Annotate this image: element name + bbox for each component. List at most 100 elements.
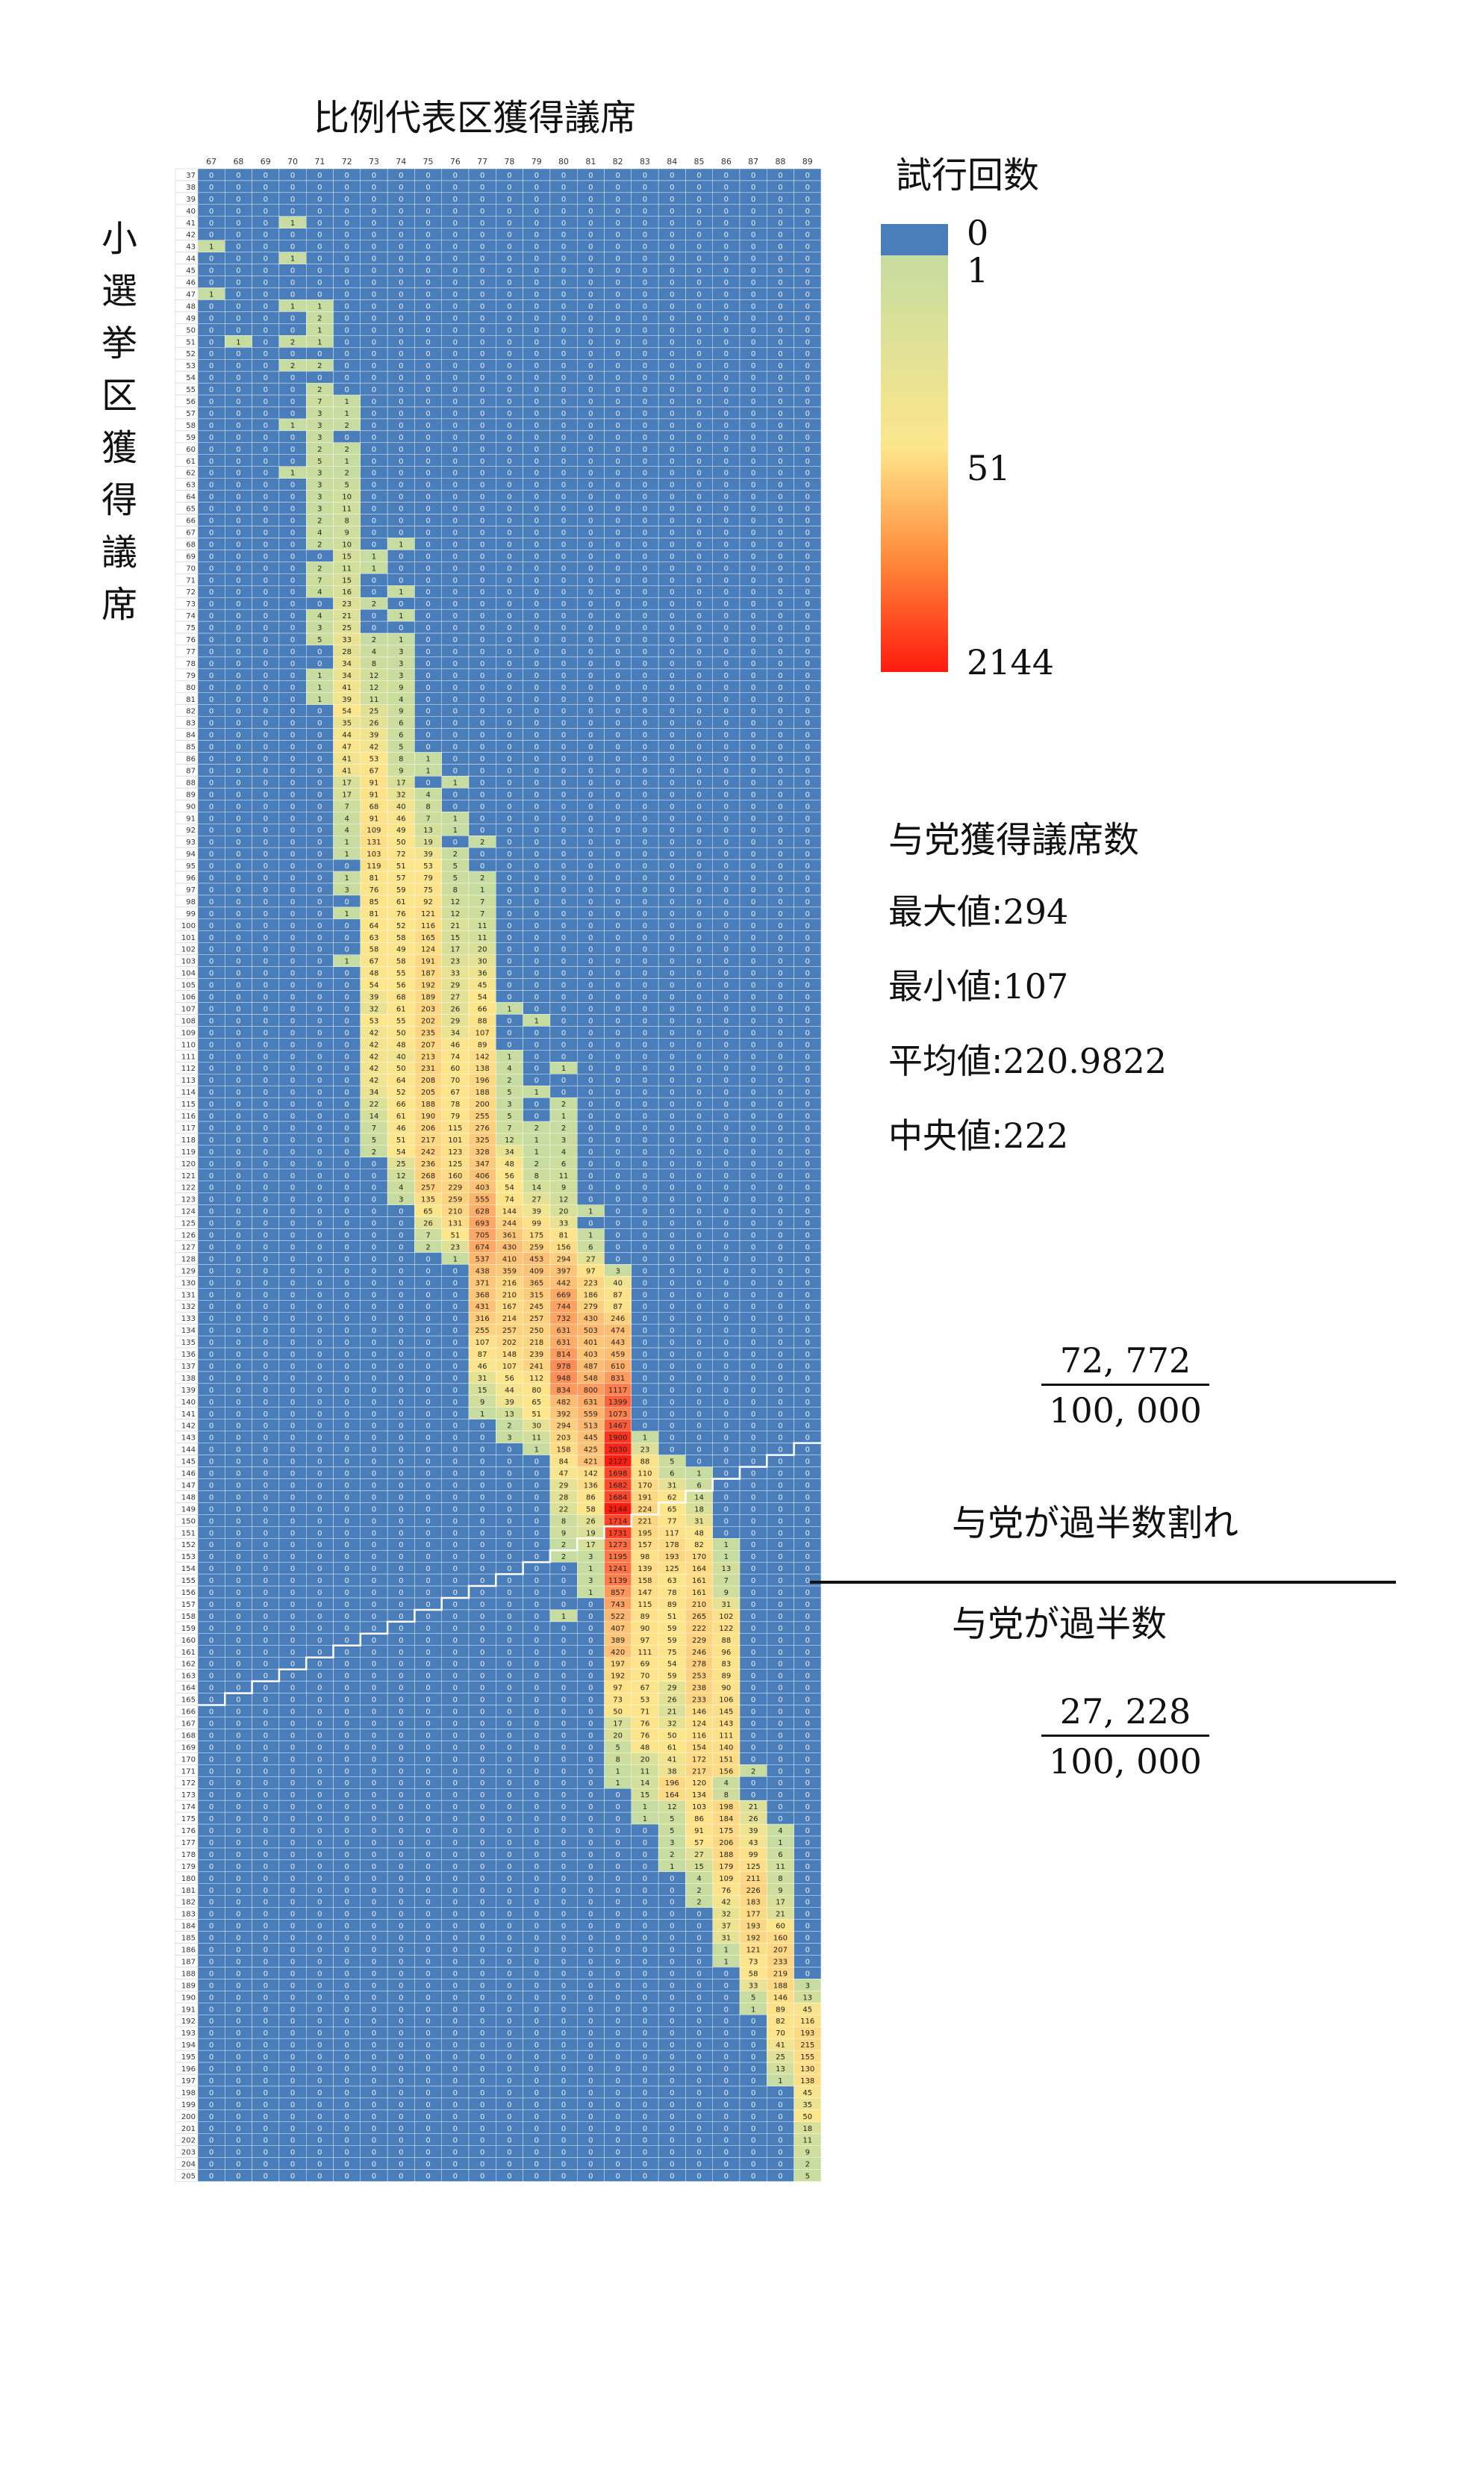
cell-value: 0 <box>670 660 674 668</box>
cell-value: 0 <box>453 553 458 561</box>
cell-value: 0 <box>805 1172 810 1180</box>
cell-value: 0 <box>290 815 295 823</box>
cell-value: 0 <box>696 1208 701 1216</box>
y-tick-label: 84 <box>186 732 196 740</box>
cell-value: 0 <box>805 886 810 895</box>
cell-value: 0 <box>643 255 647 264</box>
cell-value: 0 <box>236 1327 240 1335</box>
cell-value: 0 <box>670 410 674 418</box>
cell-value: 0 <box>317 1303 322 1311</box>
cell-value: 0 <box>453 708 458 716</box>
cell-value: 0 <box>805 506 810 514</box>
cell-value: 0 <box>317 208 322 216</box>
cell-value: 0 <box>805 1089 810 1097</box>
cell-value: 0 <box>751 208 755 216</box>
cell-value: 0 <box>588 708 593 716</box>
cell-value: 0 <box>588 326 593 335</box>
cell-value: 0 <box>453 410 458 418</box>
cell-value: 430 <box>502 1243 517 1251</box>
cell-value: 0 <box>778 910 782 918</box>
cell-value: 0 <box>399 208 403 216</box>
cell-value: 0 <box>696 541 701 549</box>
cell-value: 0 <box>480 231 484 240</box>
x-tick-label: 72 <box>342 157 352 167</box>
cell-value: 0 <box>399 1375 403 1383</box>
cell-value: 0 <box>317 350 322 358</box>
cell-value: 0 <box>778 243 782 252</box>
cell-value: 0 <box>696 1041 701 1049</box>
cell-value: 0 <box>236 434 240 442</box>
cell-value: 11 <box>478 934 487 942</box>
cell-value: 0 <box>209 958 213 966</box>
cell-value: 0 <box>724 529 729 537</box>
cell-value: 0 <box>615 1184 620 1192</box>
cell-value: 0 <box>480 720 484 728</box>
cell-value: 0 <box>534 422 539 430</box>
cell-value: 610 <box>611 1363 625 1371</box>
cell-value: 0 <box>751 839 755 847</box>
cell-value: 0 <box>480 600 484 609</box>
cell-value: 0 <box>724 791 729 799</box>
cell-value: 0 <box>751 350 755 358</box>
cell-value: 0 <box>264 1089 268 1097</box>
cell-value: 0 <box>534 648 539 656</box>
cell-value: 0 <box>696 815 701 823</box>
cell-value: 97 <box>586 1267 596 1275</box>
cell-value: 0 <box>480 529 484 537</box>
y-tick-label: 108 <box>181 1017 196 1025</box>
cell-value: 32 <box>370 1005 379 1013</box>
cell-value: 0 <box>344 1339 349 1347</box>
cell-value: 0 <box>480 660 484 668</box>
cell-value: 34 <box>450 1029 460 1037</box>
cell-value: 0 <box>290 886 295 895</box>
cell-value: 0 <box>399 446 403 454</box>
cell-value: 0 <box>615 576 620 585</box>
cell-value: 2 <box>453 850 458 859</box>
cell-value: 0 <box>751 1315 755 1323</box>
cell-value: 0 <box>588 1065 593 1073</box>
cell-value: 0 <box>453 470 458 478</box>
cell-value: 0 <box>696 255 701 264</box>
cell-value: 0 <box>670 434 674 442</box>
cell-value: 0 <box>805 290 810 299</box>
cell-value: 0 <box>805 1208 810 1216</box>
cell-value: 0 <box>778 874 782 883</box>
cell-value: 54 <box>370 982 379 990</box>
cell-value: 0 <box>805 874 810 883</box>
cell-value: 54 <box>342 708 352 716</box>
cell-value: 0 <box>805 839 810 847</box>
cell-value: 0 <box>372 1184 376 1192</box>
cell-value: 0 <box>290 446 295 454</box>
cell-value: 0 <box>425 672 430 680</box>
cell-value: 1 <box>399 636 403 644</box>
cell-value: 0 <box>425 302 430 311</box>
cell-value: 0 <box>372 446 376 454</box>
cell-value: 0 <box>507 660 511 668</box>
cell-value: 0 <box>561 1089 566 1097</box>
cell-value: 0 <box>696 196 701 204</box>
cell-value: 0 <box>588 660 593 668</box>
cell-value: 0 <box>344 1029 349 1037</box>
cell-value: 0 <box>317 958 322 966</box>
cell-value: 0 <box>344 1005 349 1013</box>
cell-value: 0 <box>615 720 620 728</box>
y-tick-label: 63 <box>186 482 196 490</box>
cell-value: 0 <box>209 1267 213 1275</box>
cell-value: 0 <box>209 314 213 323</box>
cell-value: 15 <box>450 934 460 942</box>
cell-value: 0 <box>264 720 268 728</box>
cell-value: 103 <box>367 850 381 859</box>
cell-value: 0 <box>399 1232 403 1240</box>
cell-value: 0 <box>264 1327 268 1335</box>
cell-value: 0 <box>209 815 213 823</box>
cell-value: 6 <box>588 1243 593 1251</box>
cell-value: 0 <box>317 994 322 1002</box>
y-tick-label: 111 <box>181 1053 196 1061</box>
cell-value: 0 <box>643 1255 647 1263</box>
cell-value: 0 <box>805 1327 810 1335</box>
cell-value: 0 <box>724 243 729 252</box>
cell-value: 0 <box>453 1351 458 1359</box>
cell-value: 0 <box>724 1220 729 1228</box>
cell-value: 0 <box>507 172 511 180</box>
cell-value: 0 <box>615 314 620 323</box>
